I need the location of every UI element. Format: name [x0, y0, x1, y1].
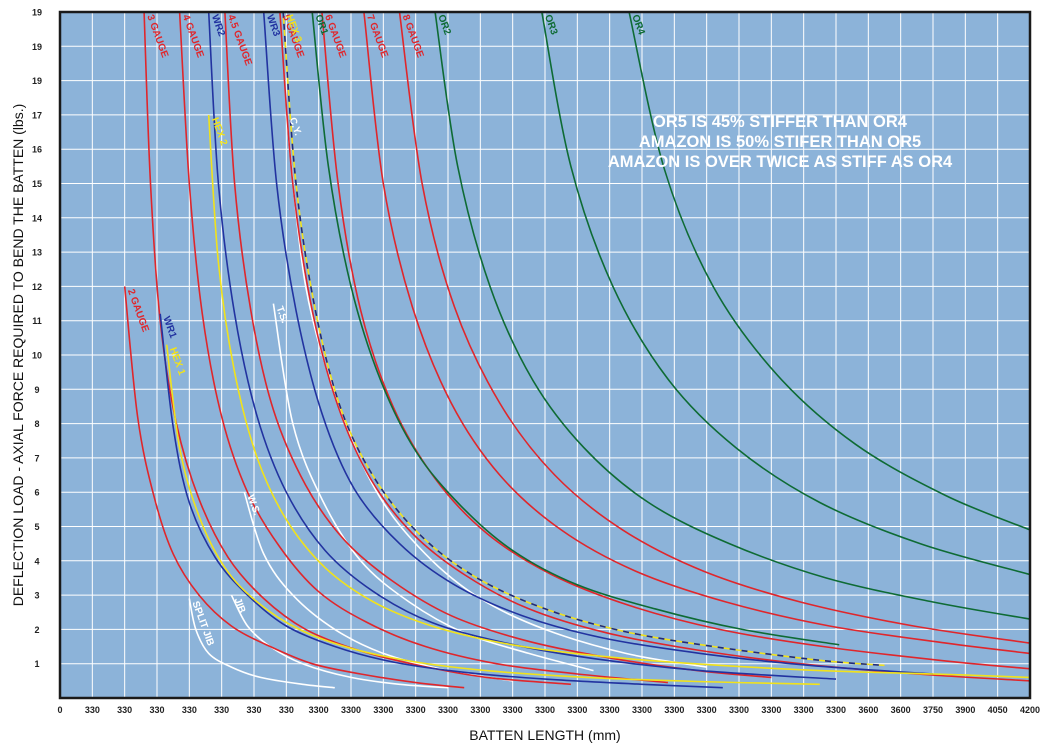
x-tick-label: 3300: [341, 705, 361, 715]
y-tick-label: 13: [32, 248, 42, 258]
x-tick-label: 330: [214, 705, 229, 715]
x-tick-label: 3300: [826, 705, 846, 715]
y-tick-label: 8: [34, 419, 39, 429]
y-tick-label: 5: [34, 522, 39, 532]
y-tick-label: 19: [32, 42, 42, 52]
curve-or3: [541, 11, 1031, 576]
x-tick-label: 3300: [470, 705, 490, 715]
x-tick-label: 3300: [600, 705, 620, 715]
y-tick-label: 11: [32, 316, 42, 326]
plot-frame: [58, 10, 1032, 700]
curve-hex-2: [207, 114, 1031, 679]
x-tick-label: 3300: [664, 705, 684, 715]
y-tick-label: 16: [32, 145, 42, 155]
x-tick-label: 3600: [858, 705, 878, 715]
y-tick-label: 14: [32, 213, 42, 223]
curves: [123, 11, 1031, 689]
curve-or4: [628, 11, 1031, 531]
x-tick-label: 3300: [697, 705, 717, 715]
curve-6-gauge: [321, 11, 1031, 670]
x-tick-label: 330: [279, 705, 294, 715]
y-tick-label: 1: [34, 659, 39, 669]
curve-c-y: [285, 114, 707, 668]
curve-4-gauge: [178, 11, 668, 684]
x-tick-label: 3300: [309, 705, 329, 715]
x-tick-label: 3300: [567, 705, 587, 715]
x-tick-label: 330: [117, 705, 132, 715]
y-tick-label: 6: [34, 488, 39, 498]
x-tick-label: 3300: [373, 705, 393, 715]
annotation-line-2: AMAZON IS 50% STIFER THAN OR5: [639, 133, 921, 151]
y-tick-label: 10: [32, 351, 42, 361]
x-tick-label: 3300: [632, 705, 652, 715]
x-tick-label: 3600: [891, 705, 911, 715]
x-axis-title: BATTEN LENGTH (mm): [469, 727, 620, 743]
y-tick-label: 19: [32, 76, 42, 86]
y-tick-label: 19: [32, 8, 42, 18]
annotation-line-3: AMAZON IS OVER TWICE AS STIFF AS OR4: [608, 153, 953, 171]
curve-wr3: [262, 11, 934, 675]
curve-wr2: [207, 11, 837, 680]
curve-2-gauge: [123, 286, 465, 689]
y-tick-label: 9: [34, 385, 39, 395]
curve-wr1: [159, 313, 723, 689]
x-tick-label: 3300: [535, 705, 555, 715]
x-tick-label: 3300: [729, 705, 749, 715]
curve-or1: [311, 11, 840, 646]
y-tick-label: 12: [32, 282, 42, 292]
x-tick-label: 330: [246, 705, 261, 715]
x-tick-label: 330: [182, 705, 197, 715]
curve-jib: [230, 594, 449, 689]
x-tick-label: 3750: [923, 705, 943, 715]
y-tick-label: 17: [32, 110, 42, 120]
y-tick-label: 15: [32, 179, 42, 189]
y-tick-labels: 123456789101112131415161719191920: [32, 8, 42, 670]
curve-label-jib: JIB: [232, 596, 248, 614]
curve-split-jib: [188, 598, 335, 689]
y-tick-label: 3: [34, 591, 39, 601]
x-tick-label: 3300: [406, 705, 426, 715]
x-tick-label: 3300: [438, 705, 458, 715]
curve-hex-1: [165, 344, 820, 686]
x-tick-label: 3300: [794, 705, 814, 715]
x-tick-label: 3300: [761, 705, 781, 715]
grid-lines: [60, 12, 1030, 698]
x-tick-label: 3300: [503, 705, 523, 715]
y-tick-label: 4: [34, 556, 39, 566]
curve-7-gauge: [363, 11, 1031, 655]
curve-5-gauge: [279, 11, 1031, 682]
curve-or2: [434, 11, 1031, 620]
x-tick-label: 3900: [955, 705, 975, 715]
x-tick-label: 4050: [988, 705, 1008, 715]
y-tick-label: 2: [34, 625, 39, 635]
annotation-line-1: OR5 IS 45% STIFFER THAN OR4: [653, 113, 908, 131]
x-tick-label: 330: [85, 705, 100, 715]
x-tick-label: 0: [57, 705, 62, 715]
x-tick-labels: 0 330 330 330 330 330 330 330 3300 3300 3300 3300 33…: [57, 705, 1040, 715]
x-tick-label: 330: [149, 705, 164, 715]
y-tick-label: 7: [34, 453, 39, 463]
curve-t-s: [272, 303, 594, 672]
y-axis-title: DEFLECTION LOAD - AXIAL FORCE REQUIRED T…: [10, 104, 26, 607]
x-tick-label: 4200: [1020, 705, 1040, 715]
curve-8-gauge: [398, 11, 1031, 644]
curve-hex-3-dash: [282, 11, 885, 667]
